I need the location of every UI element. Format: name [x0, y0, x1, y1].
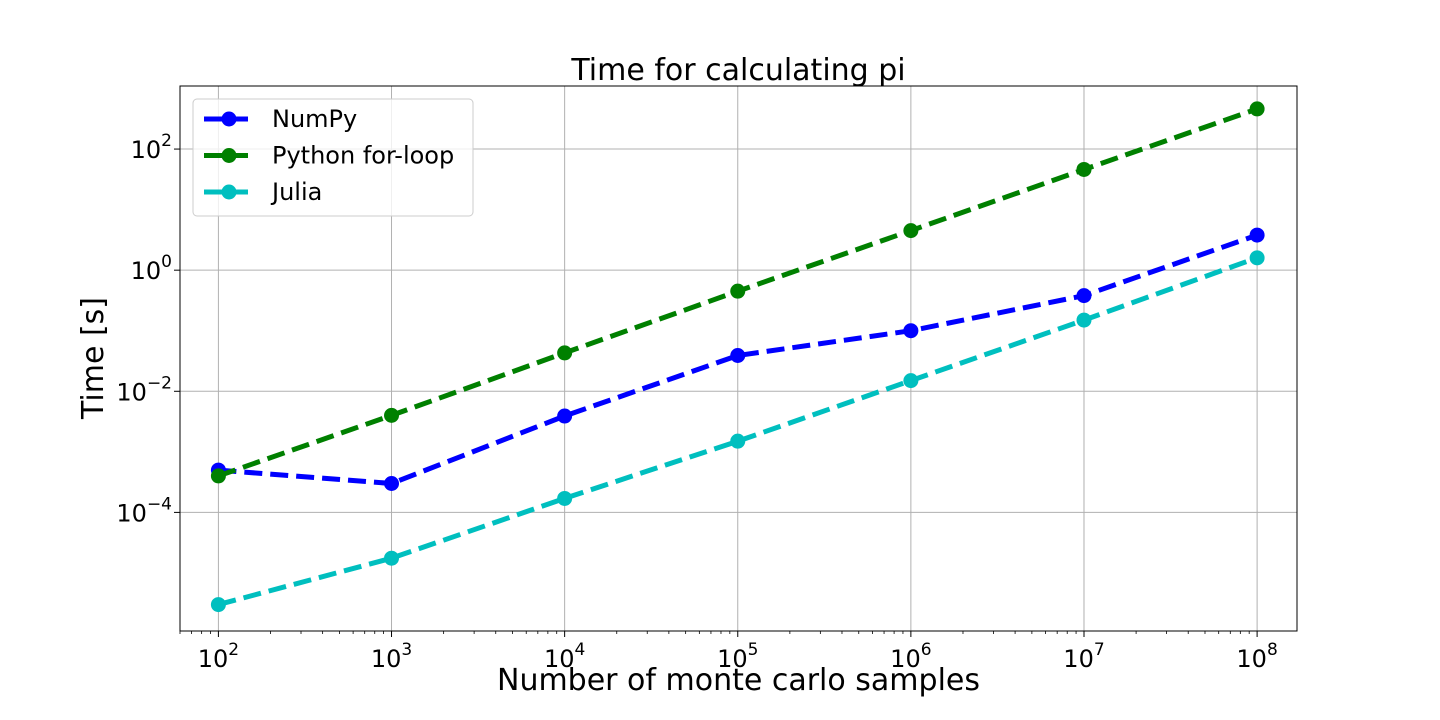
- series-0: [210, 227, 1265, 492]
- data-point: [557, 490, 573, 506]
- legend-box: [192, 98, 474, 217]
- x-tick-label: 102: [198, 640, 239, 673]
- y-tick-label: 102: [131, 131, 172, 164]
- data-point: [210, 468, 226, 484]
- data-point: [903, 323, 919, 339]
- x-tick-label: 107: [1063, 640, 1104, 673]
- data-point: [384, 476, 400, 492]
- ticks: 102 103 104 105 106 107 108 10−4 10−2 100 102: [116, 131, 1277, 673]
- plot-frame: [179, 85, 1298, 632]
- series-layer: [210, 101, 1265, 613]
- data-point: [1076, 288, 1092, 304]
- legend-label: Python for-loop: [272, 142, 454, 170]
- x-tick-label: 103: [371, 640, 412, 673]
- data-point: [1249, 227, 1265, 243]
- legend-marker: [221, 111, 237, 127]
- y-axis-label: Time [s]: [76, 297, 111, 420]
- x-tick-label: 105: [717, 640, 758, 673]
- data-point: [210, 597, 226, 613]
- legend-label: NumPy: [272, 105, 357, 133]
- legend: NumPy Python for-loop Julia: [192, 98, 474, 217]
- y-tick-label: 100: [131, 252, 172, 285]
- series-1: [210, 101, 1265, 484]
- data-point: [730, 347, 746, 363]
- y-tick-label: 10−2: [116, 373, 172, 406]
- data-point: [384, 550, 400, 566]
- data-point: [903, 223, 919, 239]
- legend-label: Julia: [270, 178, 322, 206]
- data-point: [1076, 312, 1092, 328]
- legend-marker: [221, 148, 237, 163]
- legend-marker: [221, 184, 237, 200]
- data-point: [557, 408, 573, 424]
- data-point: [1076, 161, 1092, 177]
- data-point: [557, 345, 573, 361]
- chart-title: Time for calculating pi: [570, 53, 905, 88]
- series-2: [210, 250, 1265, 613]
- y-tick-label: 10−4: [116, 494, 172, 527]
- x-tick-label: 104: [544, 640, 585, 673]
- x-tick-label: 106: [890, 640, 931, 673]
- x-axis-label: Number of monte carlo samples: [497, 663, 980, 698]
- data-point: [730, 433, 746, 449]
- data-point: [903, 373, 919, 389]
- data-point: [730, 283, 746, 299]
- data-point: [1249, 250, 1265, 266]
- data-point: [1249, 101, 1265, 117]
- x-tick-label: 108: [1236, 640, 1277, 673]
- data-point: [384, 407, 400, 423]
